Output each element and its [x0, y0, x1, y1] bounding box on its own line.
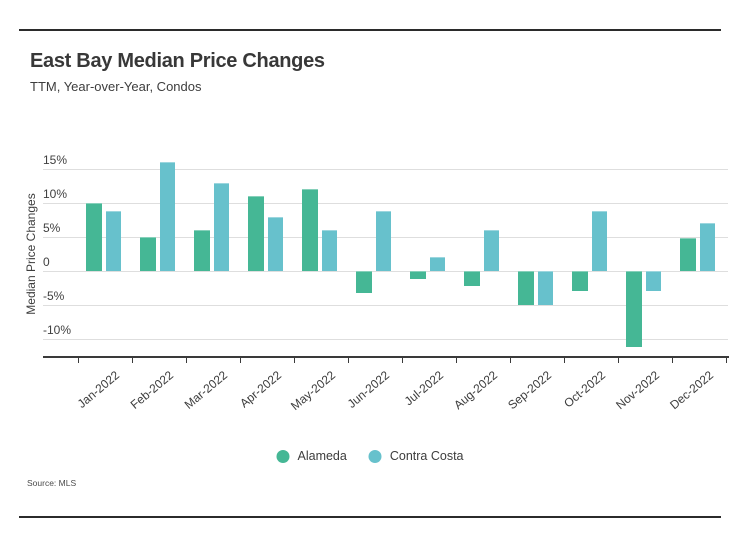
x-tick [456, 358, 457, 363]
x-tick-label-aug-2022: Aug-2022 [451, 368, 500, 413]
y-tick-label: 5% [43, 221, 61, 235]
x-tick-label-may-2022: May-2022 [288, 368, 338, 414]
gridline-15% [43, 169, 728, 170]
bar-contra-costa-dec-2022 [699, 223, 716, 271]
legend-label: Alameda [297, 449, 347, 463]
y-axis-title: Median Price Changes [24, 193, 38, 315]
bar-contra-costa-jun-2022 [375, 210, 392, 271]
chart-subtitle: TTM, Year-over-Year, Condos [30, 79, 202, 94]
x-tick-label-jul-2022: Jul-2022 [401, 368, 446, 409]
bar-alameda-nov-2022 [626, 271, 642, 347]
bar-alameda-feb-2022 [140, 237, 156, 271]
x-tick-label-dec-2022: Dec-2022 [667, 368, 716, 413]
y-tick-label: 10% [43, 187, 68, 201]
legend-item-contra-costa: Contra Costa [368, 449, 464, 463]
bar-alameda-may-2022 [302, 189, 318, 271]
x-tick [240, 358, 241, 363]
legend-label: Contra Costa [389, 449, 464, 463]
x-tick-label-feb-2022: Feb-2022 [127, 368, 176, 412]
x-tick [402, 358, 403, 363]
x-tick-label-jan-2022: Jan-2022 [74, 368, 122, 411]
x-tick-label-jun-2022: Jun-2022 [344, 368, 392, 411]
x-tick [510, 358, 511, 363]
x-tick [78, 358, 79, 363]
bar-contra-costa-may-2022 [321, 229, 338, 271]
bar-alameda-apr-2022 [248, 196, 264, 271]
x-tick-label-sep-2022: Sep-2022 [505, 368, 554, 413]
chart-title: East Bay Median Price Changes [30, 50, 325, 72]
y-tick-label: -5% [43, 289, 65, 303]
gridline-10% [43, 203, 728, 204]
bar-contra-costa-feb-2022 [159, 161, 176, 271]
y-tick-label: -10% [43, 323, 72, 337]
bar-alameda-jun-2022 [356, 271, 372, 293]
x-tick-label-apr-2022: Apr-2022 [237, 368, 284, 411]
legend: Alameda Contra Costa [276, 449, 464, 463]
bar-alameda-mar-2022 [194, 229, 210, 271]
bar-contra-costa-nov-2022 [645, 271, 662, 291]
y-tick-label: 0 [43, 255, 50, 269]
x-axis-line [43, 356, 729, 358]
x-tick [564, 358, 565, 363]
x-tick-label-nov-2022: Nov-2022 [613, 368, 662, 413]
bar-contra-costa-apr-2022 [267, 216, 284, 271]
bar-alameda-oct-2022 [572, 271, 588, 292]
x-tick-label-oct-2022: Oct-2022 [561, 368, 608, 411]
x-tick [726, 358, 727, 363]
bar-contra-costa-aug-2022 [483, 230, 500, 271]
bar-contra-costa-mar-2022 [213, 182, 230, 271]
bottom-rule [19, 516, 721, 518]
legend-item-alameda: Alameda [276, 449, 347, 463]
gridline-0 [43, 271, 728, 272]
top-rule [19, 29, 721, 31]
y-tick-label: 15% [43, 153, 68, 167]
bar-alameda-dec-2022 [680, 237, 696, 271]
bar-alameda-aug-2022 [464, 271, 480, 286]
x-tick [294, 358, 295, 363]
gridline--10% [43, 339, 728, 340]
legend-swatch-icon [276, 449, 290, 463]
bar-alameda-jan-2022 [86, 203, 102, 271]
bar-contra-costa-jul-2022 [429, 257, 446, 271]
x-tick [186, 358, 187, 363]
gridline--5% [43, 305, 728, 306]
bar-alameda-sep-2022 [518, 271, 534, 305]
x-tick [132, 358, 133, 363]
x-tick-label-mar-2022: Mar-2022 [181, 368, 230, 412]
x-tick [348, 358, 349, 363]
source-note: Source: MLS [27, 478, 77, 488]
bar-contra-costa-jan-2022 [105, 210, 122, 271]
bar-alameda-jul-2022 [410, 271, 426, 279]
bar-contra-costa-sep-2022 [537, 271, 554, 305]
legend-swatch-icon [368, 449, 382, 463]
x-tick [618, 358, 619, 363]
bar-contra-costa-oct-2022 [591, 210, 608, 271]
x-tick [672, 358, 673, 363]
